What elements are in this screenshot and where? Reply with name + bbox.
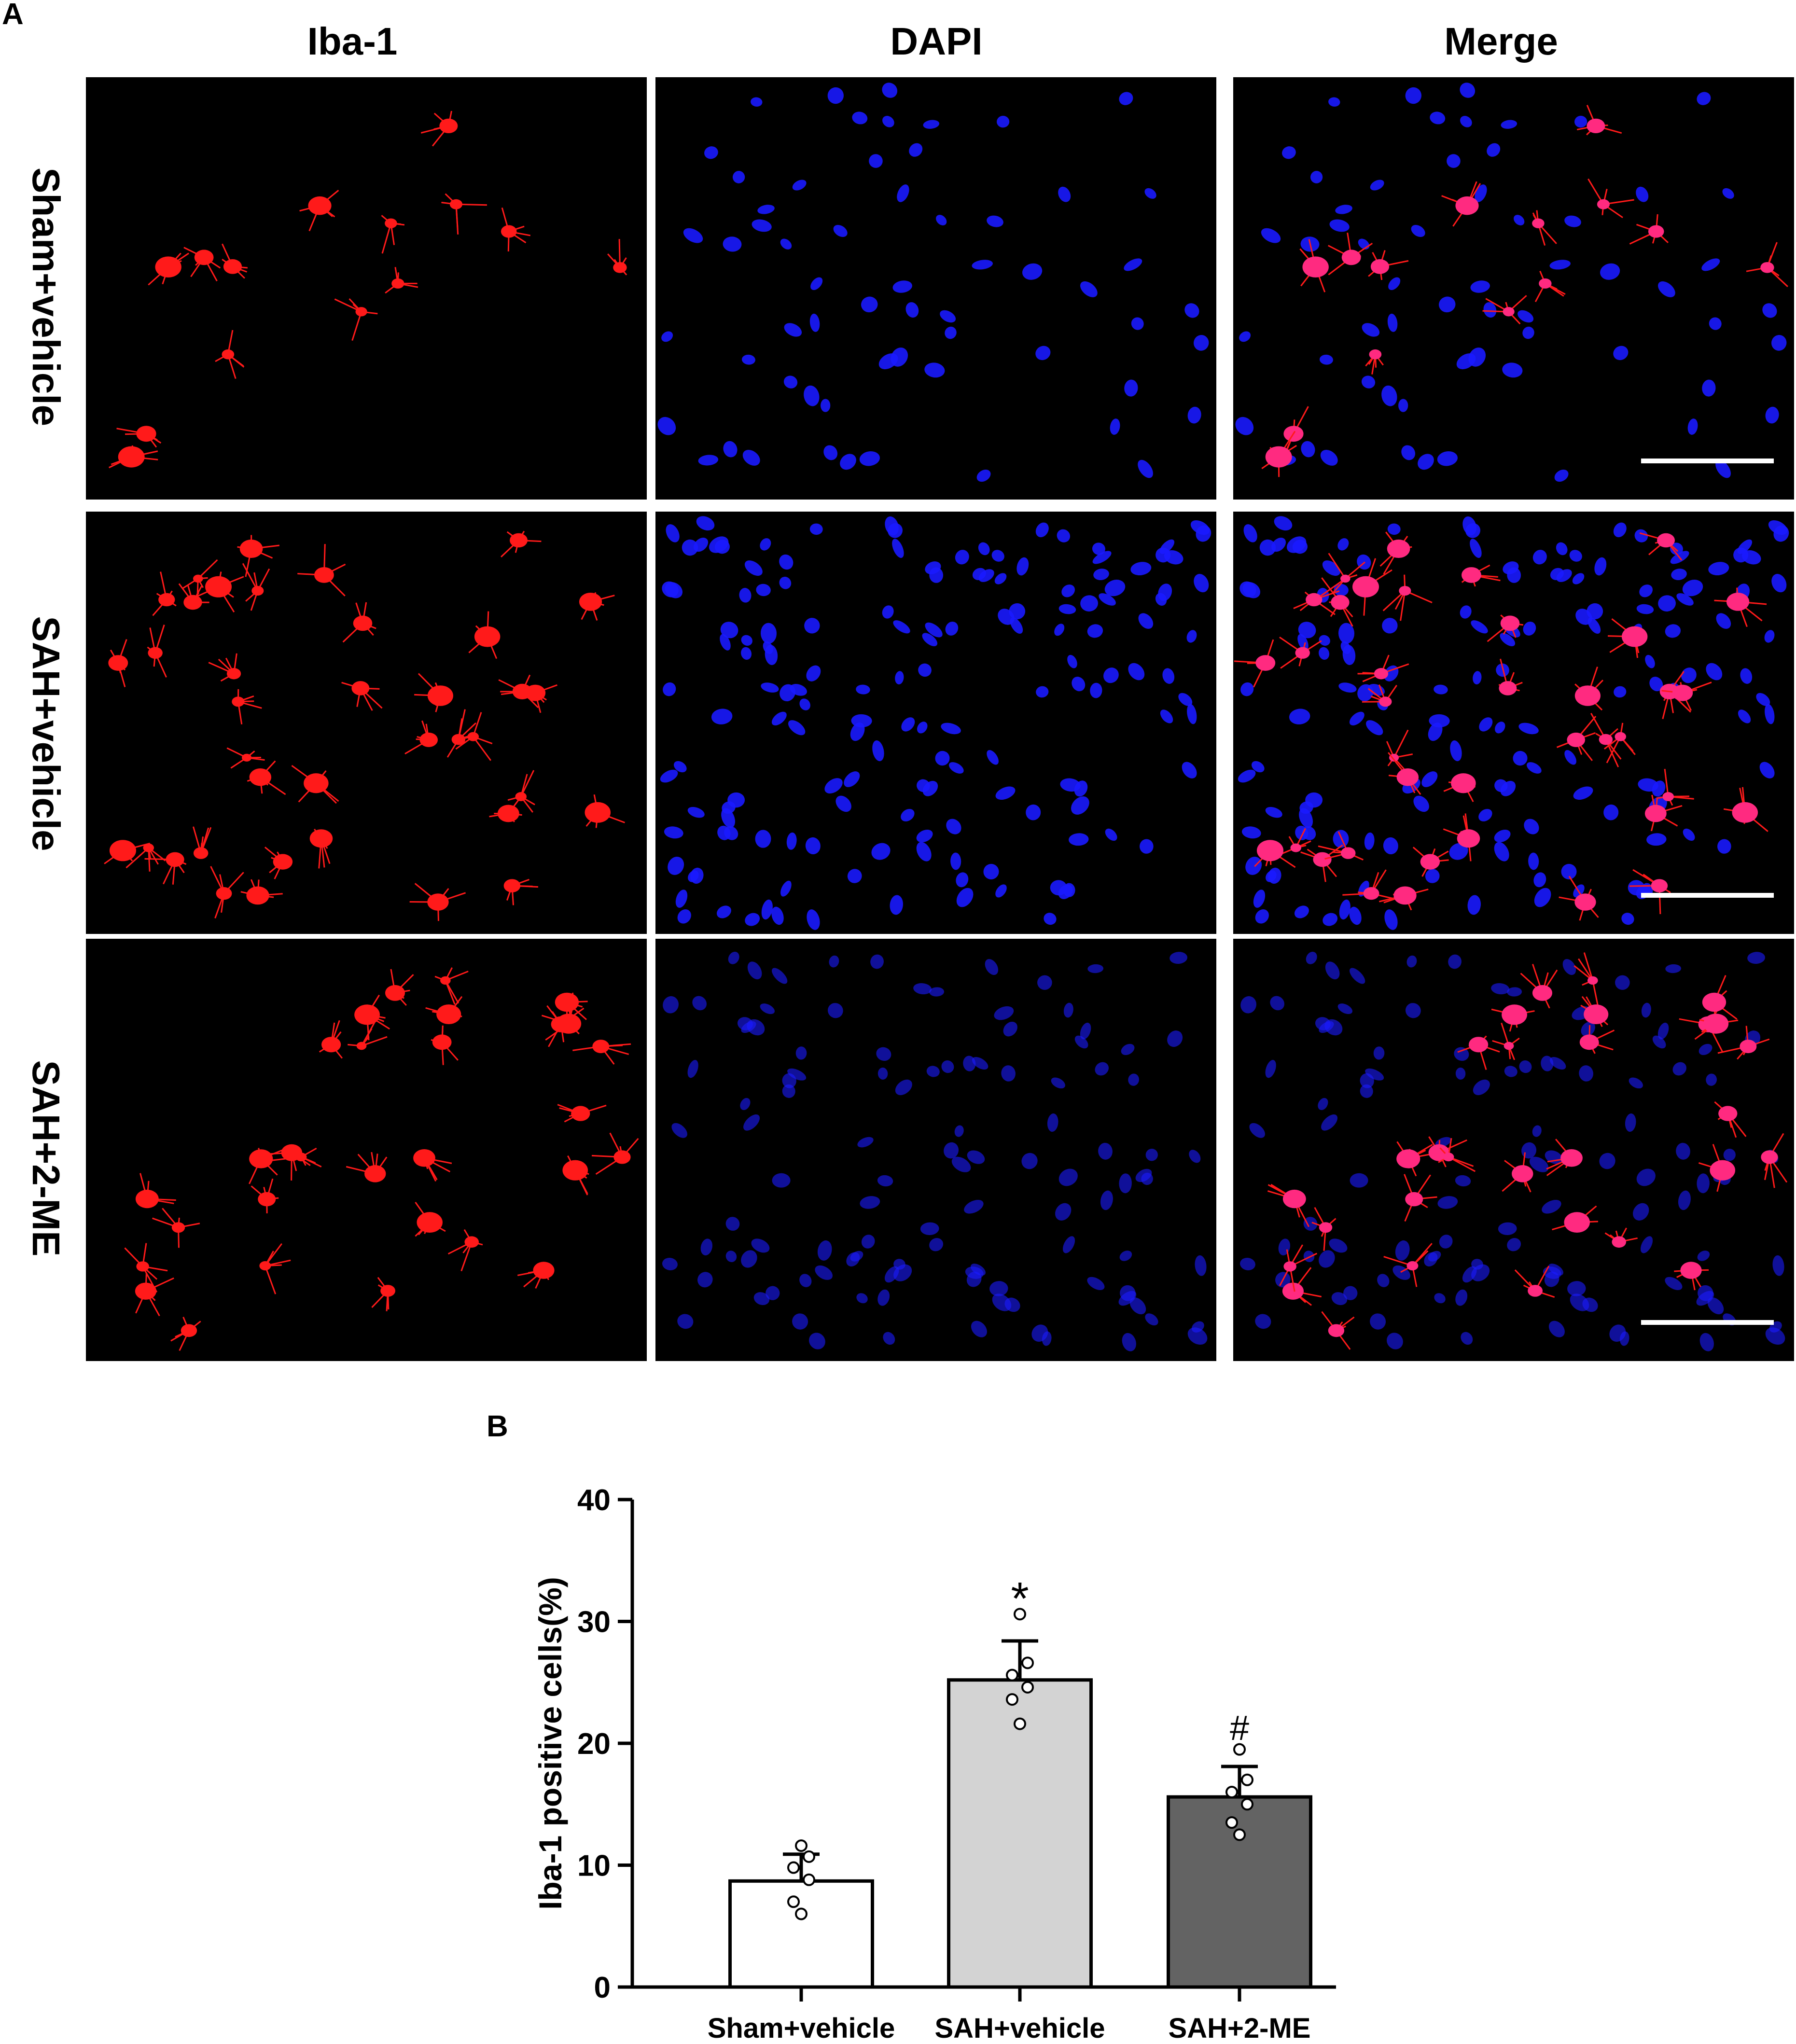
y-tick-label: 40 — [577, 1484, 611, 1517]
micrograph-merge-sah-vehicle — [1233, 512, 1794, 934]
data-point — [1006, 1669, 1018, 1682]
y-tick-label: 30 — [577, 1606, 611, 1639]
x-tick-label: SAH+vehicle — [934, 2013, 1105, 2044]
y-tick-label: 10 — [577, 1849, 611, 1883]
data-point — [1021, 1681, 1034, 1694]
column-title-iba1: Iba-1 — [307, 20, 398, 63]
column-title-merge: Merge — [1444, 20, 1558, 63]
y-tick-label: 20 — [577, 1727, 611, 1761]
y-axis-label: Iba-1 positive cells(%) — [532, 1577, 568, 1910]
data-point — [1233, 1743, 1246, 1756]
data-point — [1241, 1773, 1253, 1786]
scale-bar — [1641, 1320, 1774, 1325]
data-point — [803, 1850, 815, 1863]
micrograph-iba1-sham-vehicle — [86, 77, 647, 500]
micrograph-dapi-sham-vehicle — [655, 77, 1216, 500]
data-point — [803, 1873, 815, 1886]
data-point — [795, 1839, 808, 1852]
bar — [947, 1678, 1093, 1989]
significance-marker: # — [1230, 1709, 1249, 1748]
data-point — [1233, 1828, 1246, 1841]
data-point — [1225, 1816, 1238, 1829]
bar — [1167, 1795, 1312, 1989]
data-point — [1241, 1798, 1253, 1811]
column-title-dapi: DAPI — [890, 20, 983, 63]
x-tick-label: SAH+2-ME — [1169, 2013, 1311, 2044]
data-point — [1006, 1693, 1018, 1706]
panel-b-label: B — [487, 1410, 508, 1443]
micrograph-merge-sah-2me — [1233, 939, 1794, 1361]
data-point — [1225, 1786, 1238, 1798]
data-point — [787, 1861, 800, 1874]
panel-a-label: A — [2, 0, 24, 31]
micrograph-iba1-sah-2me — [86, 939, 647, 1361]
significance-marker: * — [1011, 1573, 1029, 1625]
micrograph-merge-sham-vehicle — [1233, 77, 1794, 500]
data-point — [1014, 1608, 1026, 1621]
x-tick-label: Sham+vehicle — [708, 2013, 895, 2044]
micrograph-dapi-sah-2me — [655, 939, 1216, 1361]
scale-bar — [1641, 893, 1774, 898]
micrograph-iba1-sah-vehicle — [86, 512, 647, 934]
data-point — [1021, 1656, 1034, 1669]
data-point — [1014, 1717, 1026, 1730]
data-point — [795, 1907, 808, 1920]
bar — [728, 1879, 874, 1989]
micrograph-dapi-sah-vehicle — [655, 512, 1216, 934]
scale-bar — [1641, 459, 1774, 463]
data-point — [787, 1895, 800, 1908]
y-tick-label: 0 — [594, 1971, 611, 2004]
